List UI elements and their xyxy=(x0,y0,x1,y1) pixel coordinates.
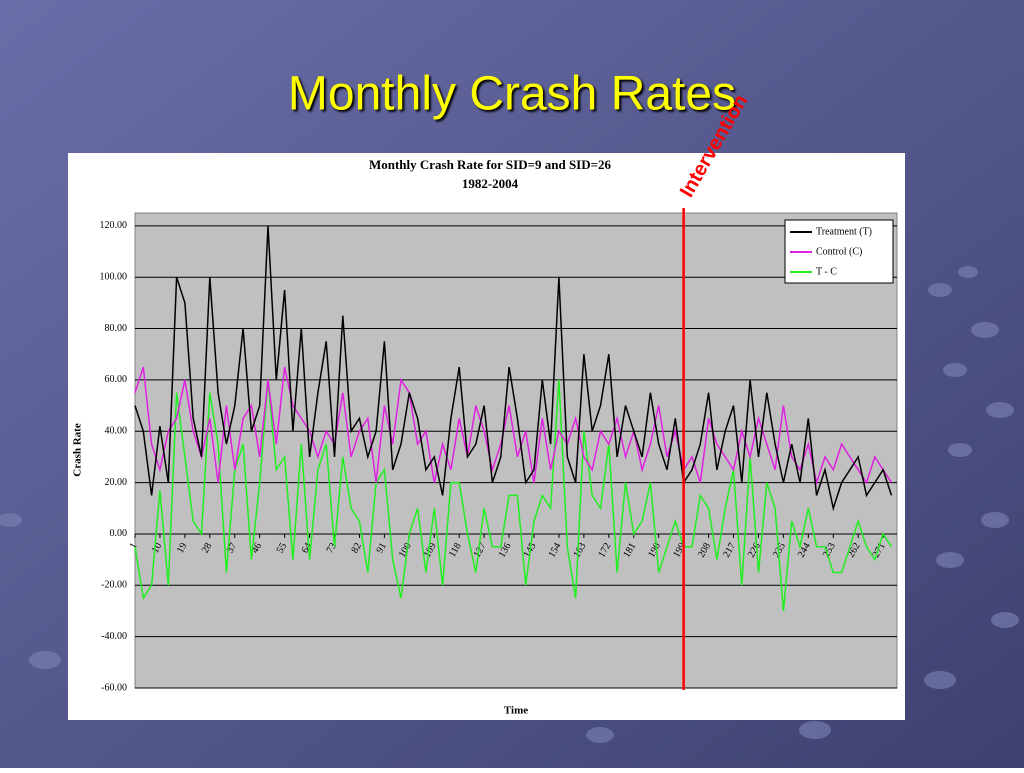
y-tick-label: 40.00 xyxy=(105,426,128,437)
chart-subtitle: 1982-2004 xyxy=(462,176,519,191)
x-tick-label: 10 xyxy=(150,541,165,555)
x-tick-label: 1 xyxy=(128,541,140,551)
legend-label: T - C xyxy=(816,266,837,277)
series-line xyxy=(134,366,893,486)
chart-title: Monthly Crash Rate for SID=9 and SID=26 xyxy=(369,157,612,172)
x-tick-label: 28 xyxy=(200,541,215,555)
chart-layer: -60.00 -40.00 -20.00 0.00 20.00 40.00 60.00 80.… xyxy=(100,219,897,693)
x-tick-label: 73 xyxy=(325,541,340,555)
x-tick-label: 91 xyxy=(374,541,389,555)
series-line xyxy=(134,225,893,512)
y-tick-label: 20.00 xyxy=(105,477,128,488)
y-tick-label: 120.00 xyxy=(100,220,128,231)
y-tick-label: -20.00 xyxy=(101,580,127,591)
x-tick-label: 19 xyxy=(175,541,190,555)
slide-title: Monthly Crash Rates xyxy=(288,68,736,121)
decor xyxy=(0,266,1019,743)
y-tick-label: -60.00 xyxy=(101,682,127,693)
legend-label: Control (C) xyxy=(816,246,862,257)
y-axis-label: Crash Rate xyxy=(72,423,84,477)
y-tick-label: 0.00 xyxy=(110,528,128,539)
legend-label: Treatment (T) xyxy=(816,226,872,237)
x-axis-label: Time xyxy=(504,705,528,717)
y-tick-label: -40.00 xyxy=(101,631,127,642)
x-tick-label: 55 xyxy=(275,541,290,555)
y-tick-label: 60.00 xyxy=(105,374,128,385)
y-tick-label: 80.00 xyxy=(105,323,128,334)
series-line xyxy=(134,379,893,612)
y-tick-label: 100.00 xyxy=(100,271,128,282)
x-tick-label: 82 xyxy=(350,541,365,555)
